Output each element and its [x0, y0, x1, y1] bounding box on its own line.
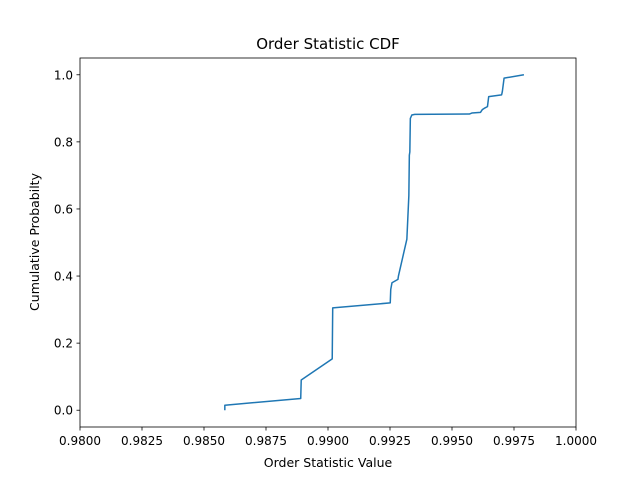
cdf-series-line-0 — [224, 74, 525, 411]
x-tick-label: 0.9875 — [245, 434, 287, 448]
y-tick-label: 0.0 — [54, 404, 73, 418]
x-axis-ticks: 0.9800 0.9825 0.9850 0.9875 0.9900 0.9925 0.99… — [59, 427, 597, 448]
x-tick-label: 0.9900 — [307, 434, 349, 448]
y-tick-label: 0.8 — [54, 135, 73, 149]
y-axis-ticks: 0.0 0.2 0.4 0.6 0.8 1.0 — [54, 68, 80, 418]
y-tick-label: 0.4 — [54, 270, 73, 284]
x-tick-label: 1.0000 — [555, 434, 597, 448]
y-tick-label: 1.0 — [54, 68, 73, 82]
x-tick-label: 0.9925 — [369, 434, 411, 448]
y-axis-label: Cumulative Probabilty — [27, 172, 42, 311]
y-tick-label: 0.6 — [54, 202, 73, 216]
x-tick-label: 0.9975 — [493, 434, 535, 448]
x-tick-label: 0.9825 — [121, 434, 163, 448]
y-tick-label: 0.2 — [54, 337, 73, 351]
chart-title: Order Statistic CDF — [256, 35, 400, 53]
x-axis-label: Order Statistic Value — [264, 455, 393, 470]
x-tick-label: 0.9850 — [183, 434, 225, 448]
x-tick-label: 0.9800 — [59, 434, 101, 448]
x-tick-label: 0.9950 — [431, 434, 473, 448]
